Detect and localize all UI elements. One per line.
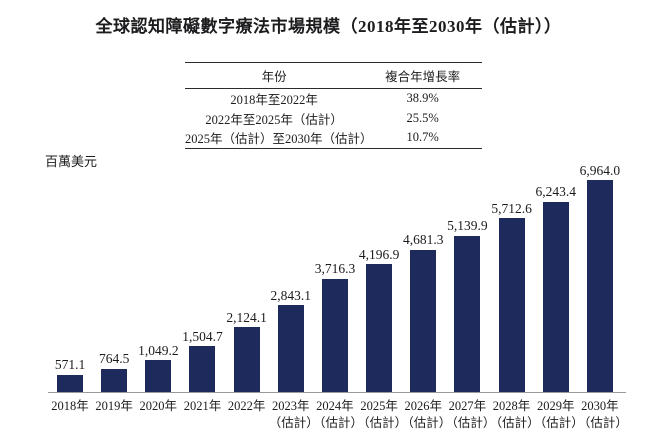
bar xyxy=(233,327,260,392)
bar-column: 4,196.9 xyxy=(357,162,401,392)
table-cell-cagr: 25.5% xyxy=(406,110,439,125)
bar-value-label: 3,716.3 xyxy=(314,261,356,277)
bar-value-label: 4,681.3 xyxy=(403,232,444,247)
bar-column: 2,843.1 xyxy=(269,162,313,392)
x-axis-label: 2029年 （估計） xyxy=(533,399,584,430)
x-axis-label: 2018年 xyxy=(51,399,89,413)
bar-column: 1,049.2 xyxy=(136,162,180,392)
table-cell-period: 2018年至2022年 xyxy=(230,93,318,108)
x-axis-label: 2021年 xyxy=(183,399,222,413)
page-title: 全球認知障礙數字療法市場規模（2018年至2030年（估計）） xyxy=(95,17,562,36)
bar xyxy=(586,180,613,392)
bar-column: 5,712.6 xyxy=(490,162,534,392)
x-axis-label: 2026年 （估計） xyxy=(401,399,452,430)
table-cell-period: 2025年（估計）至2030年（估計） xyxy=(185,132,373,147)
bar-column: 571.1 xyxy=(48,162,92,392)
table-row: 2022年至2025年（估計） 25.5% xyxy=(185,109,482,129)
cagr-table: 年份 複合年增長率 2018年至2022年 38.9% 2022年至2025年（… xyxy=(185,62,482,149)
bar-value-label: 1,504.7 xyxy=(182,328,223,344)
bar-value-label: 4,196.9 xyxy=(358,246,400,262)
table-cell-cagr: 10.7% xyxy=(406,130,439,145)
x-axis-label: 2028年 （估計） xyxy=(489,399,540,430)
table-cell-period: 2022年至2025年（估計） xyxy=(205,112,343,127)
bar-chart: 571.1 764.5 1,049.2 1,504.7 2,124.1 2,843.1 3,… xyxy=(48,162,622,392)
bar-value-label: 6,964.0 xyxy=(579,162,621,178)
bar-column: 4,681.3 xyxy=(401,162,445,392)
bar-value-label: 571.1 xyxy=(54,357,86,373)
bar xyxy=(410,249,437,392)
bar-value-label: 5,712.6 xyxy=(491,200,532,216)
bar-column: 3,716.3 xyxy=(313,162,357,392)
table-header-cagr: 複合年增長率 xyxy=(385,70,461,84)
bar xyxy=(321,278,348,392)
table-row: 2025年（估計）至2030年（估計） 10.7% xyxy=(185,128,482,148)
bar-column: 6,243.4 xyxy=(534,162,578,392)
table-header-period: 年份 xyxy=(261,70,287,84)
bar-column: 1,504.7 xyxy=(180,162,224,392)
bar-value-label: 2,124.1 xyxy=(226,309,267,325)
bar-column: 5,139.9 xyxy=(445,162,489,392)
y-axis-unit-label: 百萬美元 xyxy=(45,154,98,169)
x-axis-label: 2020年 xyxy=(139,399,178,413)
bar xyxy=(277,305,304,392)
bar xyxy=(366,264,393,392)
table-row: 2018年至2022年 38.9% xyxy=(185,89,482,109)
x-axis-label: 2025年 （估計） xyxy=(357,399,408,430)
bar xyxy=(145,360,172,392)
bar xyxy=(189,346,216,392)
table-cell-cagr: 38.9% xyxy=(406,91,439,106)
bar-value-label: 6,243.4 xyxy=(535,184,576,200)
bar-column: 2,124.1 xyxy=(225,162,269,392)
cagr-table-header-row: 年份 複合年增長率 xyxy=(185,63,482,89)
x-axis-label: 2019年 xyxy=(95,399,133,413)
bar xyxy=(542,201,569,392)
bar-value-label: 5,139.9 xyxy=(447,218,488,233)
bar xyxy=(57,374,83,392)
x-axis-label: 2024年 （估計） xyxy=(312,399,363,430)
bar xyxy=(101,368,128,392)
bar-value-label: 2,843.1 xyxy=(270,287,312,303)
bar-column: 764.5 xyxy=(92,162,136,392)
bar-column: 6,964.0 xyxy=(578,162,622,392)
x-axis-label: 2022年 xyxy=(227,399,266,413)
bar xyxy=(454,235,481,392)
bar-value-label: 764.5 xyxy=(98,351,130,367)
x-axis-line xyxy=(48,392,626,393)
x-axis-label: 2027年 （估計） xyxy=(445,399,496,430)
x-axis-labels: 2018年 2019年 2020年 2021年 2022年 2023年 （估計） 2024年（… xyxy=(48,398,628,432)
bar xyxy=(498,218,525,392)
x-axis-label: 2023年 （估計） xyxy=(268,399,319,430)
x-axis-label: 2030年 （估計） xyxy=(577,399,628,430)
bar-value-label: 1,049.2 xyxy=(138,342,179,358)
